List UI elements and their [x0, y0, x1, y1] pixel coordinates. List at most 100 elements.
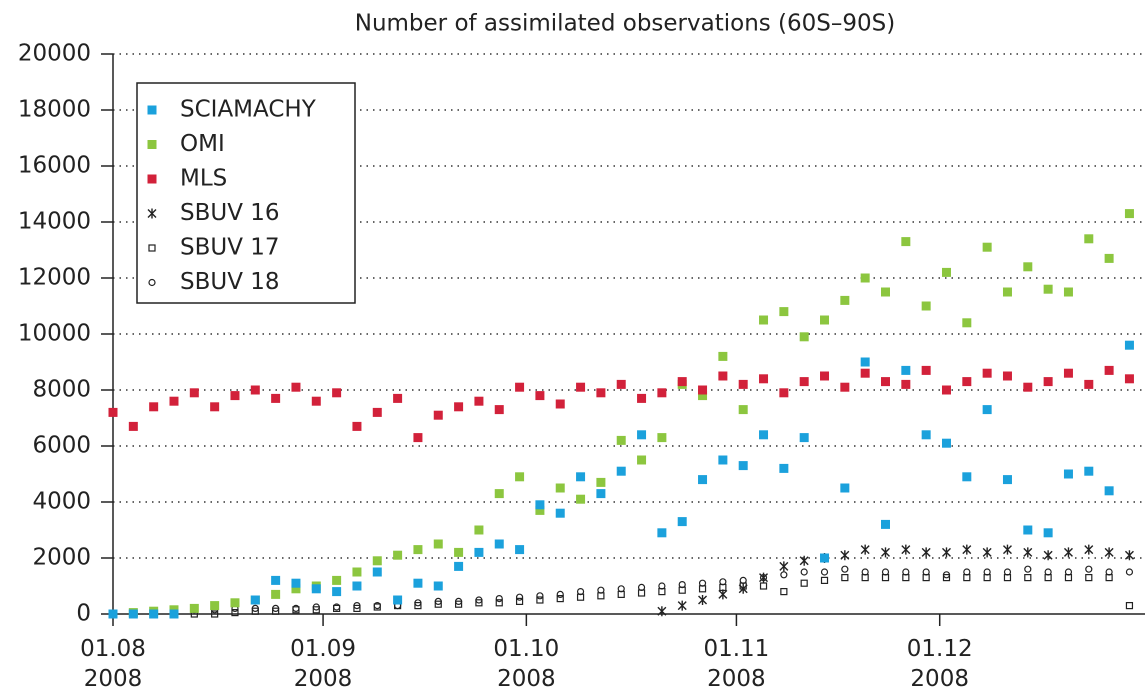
point [272, 607, 280, 615]
point [739, 576, 747, 585]
point [840, 483, 850, 493]
point [494, 489, 504, 499]
point [738, 461, 748, 471]
y-tick-label: 6000 [32, 433, 91, 459]
point [372, 567, 382, 577]
point [1064, 568, 1073, 576]
point [1023, 547, 1033, 558]
point [231, 608, 239, 617]
point [535, 391, 545, 401]
point [333, 603, 341, 611]
point [474, 396, 484, 406]
point [658, 582, 666, 590]
point [962, 544, 972, 555]
x-tick-label: 01.10 2008 [493, 636, 560, 692]
point [1124, 340, 1134, 350]
point [251, 607, 259, 615]
point [881, 519, 890, 529]
point [597, 586, 605, 594]
point [860, 544, 870, 555]
point [637, 393, 647, 403]
point [617, 585, 625, 593]
point [759, 582, 768, 590]
point [840, 295, 850, 305]
point [1024, 565, 1032, 573]
point [495, 594, 503, 603]
point [535, 500, 545, 510]
point [637, 430, 647, 440]
series [109, 573, 1134, 618]
point [535, 505, 545, 515]
point [718, 589, 728, 600]
point [719, 578, 727, 586]
point [780, 587, 788, 596]
point [1063, 287, 1073, 297]
point [698, 475, 708, 485]
point [393, 550, 403, 560]
point [515, 382, 525, 392]
point [1023, 525, 1033, 535]
point [536, 592, 544, 600]
point [454, 600, 463, 608]
point [860, 357, 870, 367]
point [800, 579, 808, 587]
point [616, 379, 626, 389]
point [108, 609, 118, 619]
point [922, 568, 930, 576]
point [1024, 573, 1032, 582]
point [454, 597, 463, 606]
point [474, 525, 484, 535]
point [251, 604, 259, 613]
point [982, 547, 992, 558]
point [902, 568, 910, 576]
point [250, 385, 260, 395]
point [759, 430, 769, 440]
point [210, 601, 220, 611]
point [413, 433, 423, 443]
point [677, 600, 687, 611]
point [779, 561, 789, 572]
point [576, 494, 586, 504]
point [901, 379, 911, 389]
point [901, 365, 911, 375]
point [311, 396, 321, 406]
point [353, 604, 361, 613]
point [637, 455, 647, 465]
point [515, 545, 525, 555]
point [1063, 547, 1073, 558]
point [1124, 550, 1134, 561]
point [982, 242, 992, 252]
point [555, 508, 565, 518]
point [393, 595, 403, 605]
point [759, 315, 769, 325]
point [1084, 379, 1094, 389]
legend-marker [148, 278, 156, 287]
y-tick-label: 0 [76, 601, 91, 627]
point [941, 438, 951, 448]
point [1043, 377, 1053, 387]
point [1125, 568, 1134, 576]
point [169, 396, 179, 406]
point [1043, 550, 1053, 561]
series [108, 340, 1134, 619]
point [901, 544, 911, 555]
point [779, 307, 789, 317]
legend-label: OMI [180, 131, 225, 157]
point [353, 601, 361, 610]
point [596, 388, 606, 398]
point [820, 568, 829, 576]
point [616, 435, 626, 445]
point [414, 599, 422, 607]
point [718, 371, 728, 381]
point [738, 379, 748, 389]
point [271, 589, 281, 599]
point [881, 547, 890, 558]
point [211, 610, 219, 618]
point [677, 377, 687, 387]
point [372, 407, 382, 417]
point [576, 472, 586, 482]
point [189, 388, 199, 398]
point [434, 597, 442, 606]
point [861, 568, 869, 576]
